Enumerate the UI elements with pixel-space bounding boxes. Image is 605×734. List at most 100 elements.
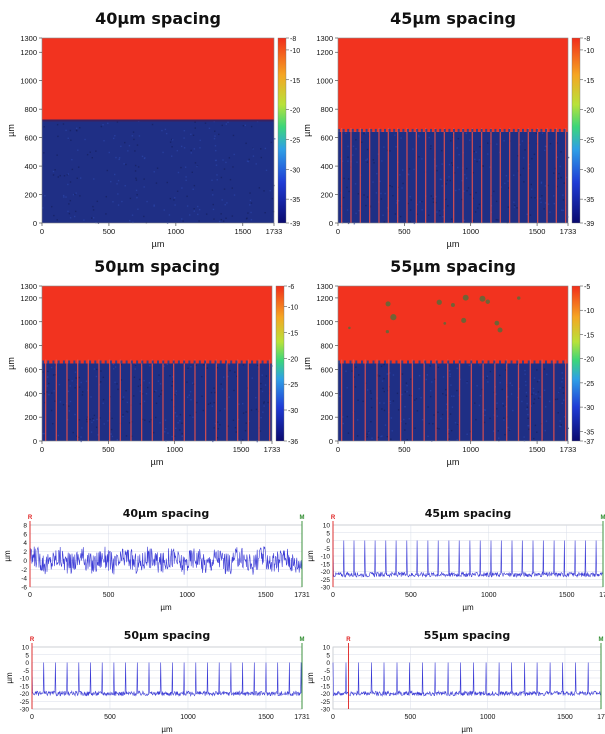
noise-dot [171,139,174,141]
noise-dot [347,178,350,180]
noise-dot [110,180,112,183]
noise-dot [247,212,249,214]
noise-dot [381,160,383,162]
noise-dot [523,436,525,438]
boundary-notch [407,128,409,132]
noise-dot [131,214,134,216]
boundary-notch [562,360,565,364]
noise-dot [405,382,408,384]
top-region [338,38,568,132]
noise-dot [475,151,477,153]
noise-dot [517,155,519,157]
boundary-notch [177,360,180,364]
boundary-notch [401,360,404,364]
noise-dot [180,166,182,169]
x-tick-label: 0 [331,714,335,721]
noise-dot [518,388,520,390]
noise-dot [373,162,375,164]
x-tick-label: 1000 [179,592,195,599]
x-tick-label: 1500 [529,227,546,236]
y-tick-label: -10 [321,676,331,683]
noise-dot [142,418,144,421]
boundary-notch [370,128,373,132]
noise-dot [232,134,235,137]
noise-dot [169,375,171,377]
noise-dot [111,435,114,438]
noise-dot [118,157,121,159]
boundary-notch [73,360,76,364]
noise-dot [446,409,448,411]
noise-dot [365,159,367,161]
noise-dot [110,428,113,431]
trench-stripe [87,359,89,441]
noise-dot [56,154,58,156]
noise-dot [153,204,155,206]
noise-dot [213,137,216,140]
noise-dot [124,141,126,144]
colorbar-tick-label: -39 [584,221,594,228]
noise-dot [169,197,172,200]
noise-dot [404,405,406,408]
boundary-notch [230,360,233,364]
noise-dot [215,159,217,162]
noise-dot [96,368,98,371]
noise-dot [461,180,463,182]
noise-dot [366,148,369,151]
noise-dot [380,365,383,368]
y-tick-label: 5 [326,652,330,659]
noise-dot [383,363,385,366]
noise-dot [225,217,227,219]
noise-dot [442,215,444,218]
trench-stripe [376,359,378,441]
noise-dot [211,179,213,181]
noise-dot [46,385,49,387]
x-axis-label: µm [447,457,460,467]
surface-particle [485,299,490,304]
noise-dot [560,151,562,153]
noise-dot [379,180,381,183]
boundary-notch [434,128,437,132]
noise-dot [99,417,101,419]
noise-dot [384,192,386,195]
noise-dot [69,217,72,219]
noise-dot [54,374,57,376]
noise-dot [383,221,386,223]
noise-dot [544,149,546,152]
noise-dot [558,425,561,427]
noise-dot [526,402,528,405]
noise-dot [62,123,65,125]
noise-dot [466,382,468,384]
noise-dot [345,370,347,372]
noise-dot [113,137,115,140]
noise-dot [249,199,252,202]
noise-dot [525,395,528,397]
y-tick-label: 0 [25,660,29,667]
x-tick-label: 1500 [233,445,250,454]
noise-dot [228,363,230,366]
x-tick-label: 500 [102,445,115,454]
x-tick-label: 1000 [168,227,185,236]
noise-dot [123,163,125,165]
noise-dot [436,427,438,429]
boundary-notch [384,360,386,364]
boundary-notch [235,360,238,364]
y-tick-label: 10 [323,645,331,652]
noise-dot [183,137,185,139]
noise-dot [116,439,119,441]
noise-dot [501,388,504,391]
trench-stripe [529,359,531,441]
boundary-notch [188,360,191,364]
noise-dot [122,415,124,418]
noise-dot [42,207,44,209]
boundary-notch [395,360,398,364]
y-tick-label: 5 [25,652,29,659]
y-tick-label: -5 [324,546,330,553]
noise-dot [72,431,74,434]
noise-dot [199,139,201,142]
noise-dot [148,382,151,384]
x-tick-label: 1733 [264,445,281,454]
trench-stripe [109,359,111,441]
y-tick-label: -25 [20,699,30,706]
noise-dot [353,222,356,225]
surface-particle [385,301,391,307]
